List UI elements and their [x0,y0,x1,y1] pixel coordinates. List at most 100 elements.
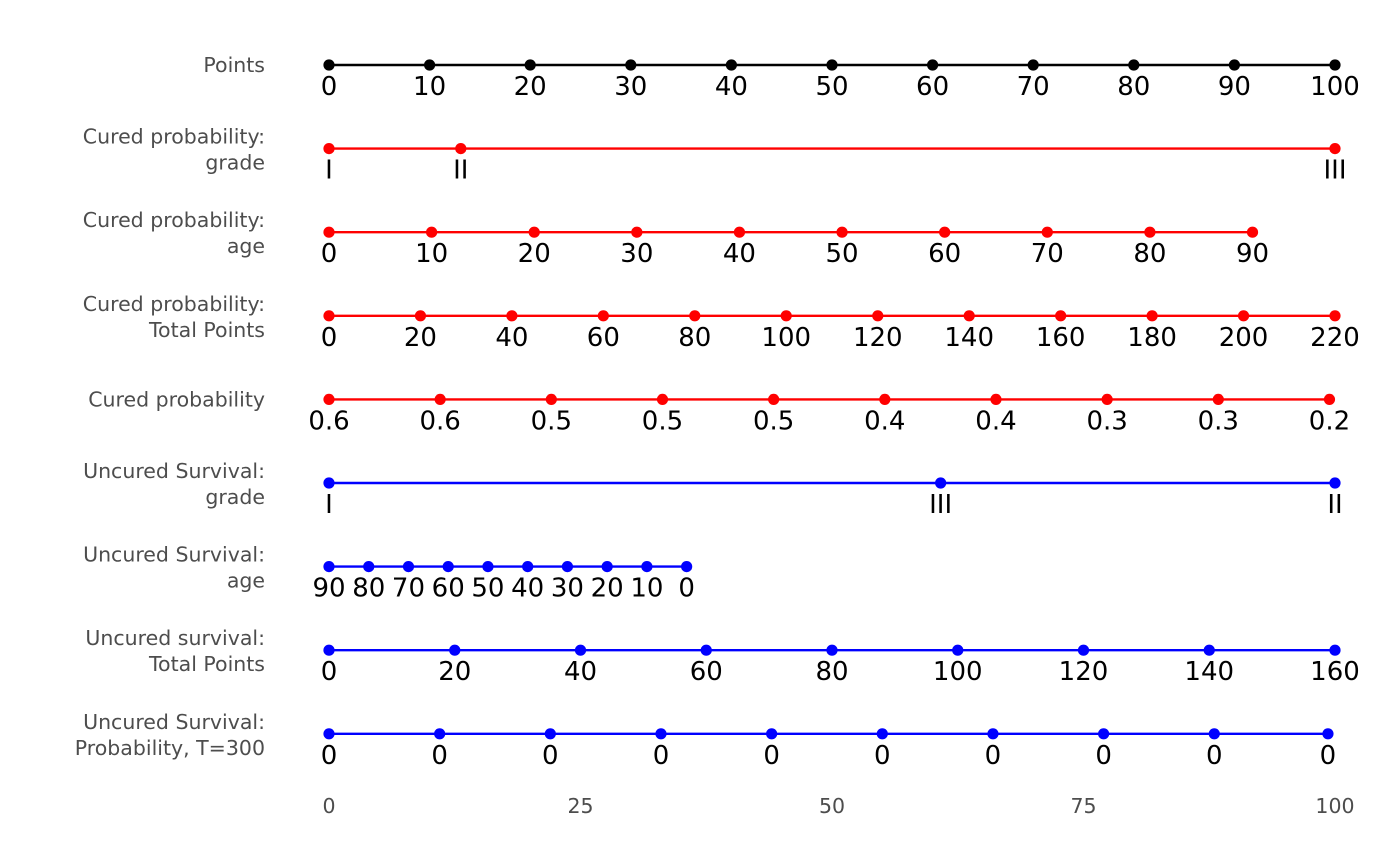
scale-point [1329,310,1341,322]
scale-tick-label: 0.4 [975,406,1016,436]
scale-point [506,310,518,322]
scale-tick-label: 0.5 [642,406,683,436]
scale-tick-label: 20 [514,72,547,102]
scale-tick-label: 10 [415,239,448,269]
scale-tick-label: III [1323,156,1346,186]
scale-tick-label: 40 [495,323,528,353]
scale-tick-label: 140 [1184,657,1234,687]
scale-point [561,561,574,573]
scale-point [641,561,653,573]
scale-tick-label: II [453,156,468,186]
scale-tick-label: 0 [763,741,780,771]
scale-point [876,728,888,740]
scale-point [1329,644,1341,656]
scale-tick-label: 100 [1310,72,1360,102]
scale-tick-label: 50 [826,239,859,269]
scale-point [1329,477,1341,489]
nomogram-row: Uncured Survival:Probability, T=300 0 0 0 0 0… [75,710,1336,771]
scale-point [528,226,540,238]
scale-point [1203,644,1215,656]
scale-point [952,644,964,656]
row-label: grade [205,151,265,175]
scale-tick-label: 160 [1310,657,1360,687]
scale-point [879,393,891,405]
scale-point [826,59,838,71]
scale-tick-label: II [1327,490,1342,520]
scale-tick-label: 30 [614,72,647,102]
scale-point [1323,393,1336,405]
scale-point [725,59,738,71]
scale-point [935,477,947,489]
scale-tick-label: 80 [815,657,848,687]
scale-point [681,561,693,573]
scale-tick-label: III [929,490,952,520]
x-axis-tick-label: 50 [819,794,845,818]
row-label: Cured probability: [83,208,265,232]
scale-tick-label: 0 [321,72,338,102]
scale-point [655,728,667,740]
nomogram-row: Uncured survival:Total Points 0 20 40 60 80 10… [85,626,1359,687]
scale-tick-label: 20 [404,323,437,353]
scale-point [323,310,335,322]
scale-point [625,59,637,71]
scale-point [1027,59,1039,71]
scale-point [1237,310,1250,322]
scale-point [700,644,712,656]
scale-point [768,393,780,405]
scale-tick-label: 100 [933,657,983,687]
scale-tick-label: 80 [352,574,385,604]
row-label: Total Points [148,318,265,342]
scale-tick-label: 30 [620,239,653,269]
scale-point [631,226,643,238]
scale-tick-label: 220 [1310,323,1360,353]
scale-tick-label: 40 [723,239,756,269]
row-label: Points [203,53,265,77]
scale-point [689,310,701,322]
scale-point [836,226,848,238]
scale-tick-label: 200 [1219,323,1269,353]
row-label: Cured probability [88,387,265,411]
scale-tick-label: 100 [761,323,811,353]
row-label: Cured probability: [83,125,265,149]
scale-point [449,644,461,656]
scale-point [1322,728,1334,740]
scale-tick-label: 140 [944,323,994,353]
scale-point [1128,59,1140,71]
scale-point [424,59,436,71]
scale-tick-label: 10 [630,574,663,604]
scale-point [323,644,335,656]
row-label: grade [205,485,265,509]
scale-tick-label: 0 [321,239,338,269]
scale-tick-label: 60 [587,323,620,353]
scale-tick-label: 0.5 [753,406,794,436]
nomogram-row: Cured probability:age 0 10 20 30 40 50 60 70 80 90 [83,208,1269,269]
scale-tick-label: I [325,156,333,186]
scale-tick-label: 0 [1095,741,1112,771]
scale-tick-label: 70 [392,574,425,604]
scale-point [544,728,556,740]
scale-point [990,393,1002,405]
scale-point [434,728,446,740]
scale-tick-label: 0 [985,741,1002,771]
row-label: age [227,569,265,593]
scale-tick-label: 0 [874,741,891,771]
x-axis-tick-label: 0 [322,794,335,818]
scale-point [414,310,427,322]
scale-point [426,226,438,238]
scale-point [601,561,613,573]
scale-point [872,310,884,322]
scale-tick-label: I [325,490,333,520]
row-label: Uncured Survival: [83,459,265,483]
scale-point [323,728,335,740]
x-axis-tick-label: 25 [567,794,593,818]
scale-point [323,477,335,489]
scale-tick-label: 120 [853,323,903,353]
scale-tick-label: 0.2 [1309,406,1350,436]
scale-point [939,226,951,238]
scale-tick-label: 20 [518,239,551,269]
scale-tick-label: 60 [928,239,961,269]
scale-tick-label: 70 [1031,239,1064,269]
scale-tick-label: 30 [551,574,584,604]
scale-tick-label: 80 [678,323,711,353]
